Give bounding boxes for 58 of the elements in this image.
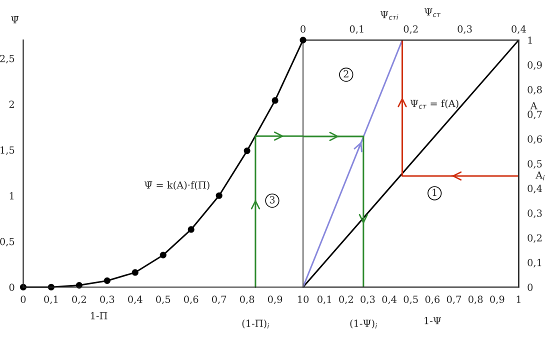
annotation: 3	[270, 196, 275, 204]
y-tick-label: 1	[528, 36, 532, 44]
x2-axis-title: Ψ$_{ст}$	[424, 8, 441, 18]
y-tick-label: 2	[9, 100, 14, 108]
x-axis-title: 1-Π	[90, 312, 108, 320]
y-axis-title: Ψ̄	[11, 16, 19, 24]
x2-tick-label: 0,2	[404, 25, 418, 34]
x-tick-label: 0,1	[44, 296, 58, 304]
x2-tick-label: 0,4	[512, 25, 526, 34]
y-tick-label: 0,4	[528, 184, 542, 194]
x-tick-label: 0	[20, 296, 26, 303]
y-tick-label: 0,5	[0, 238, 14, 246]
text: (1-Π)$_{i}$	[242, 319, 270, 328]
x-tick-label: 0,2	[72, 296, 86, 304]
text: A$_{i}$	[536, 172, 545, 180]
y-tick-label: 0,1	[528, 258, 542, 268]
annotation: Ψ$_{ст}$ = f(A)	[410, 100, 458, 109]
y-tick-label: 0	[528, 284, 533, 291]
y-tick-label: 1	[10, 192, 14, 200]
y-tick-label: 0,3	[528, 209, 542, 218]
y-tick-label: 0,2	[528, 234, 542, 243]
x-tick-label: 0,1	[318, 296, 331, 304]
x2-tick-label: 0,3	[458, 25, 472, 34]
annotation: 2	[344, 70, 348, 78]
y-tick-label: 0,6	[528, 135, 542, 144]
x-tick-label: 0,9	[490, 296, 504, 304]
x-tick-label: 1	[298, 296, 302, 303]
x-tick-label: 0,5	[404, 296, 418, 304]
y-tick-label: 2,5	[0, 54, 14, 64]
x-tick-label: 0,4	[382, 296, 397, 304]
x-tick-label: 0,8	[240, 296, 254, 304]
y-axis-title: A	[530, 102, 538, 110]
y-tick-label: 1,5	[0, 146, 14, 155]
x-tick-label: 0,5	[156, 296, 170, 304]
text: Ψ$_{стi}$	[380, 10, 398, 20]
x-tick-label: 0,7	[446, 296, 462, 304]
x-tick-label: 0,9	[268, 296, 282, 304]
x-axis-title: 1-Ψ	[424, 316, 442, 324]
y-tick-label: 0,5	[528, 160, 542, 169]
x-tick-label: 0,2	[339, 296, 353, 304]
x-tick-label: 0,7	[212, 296, 226, 304]
y-tick-label: 0,8	[528, 86, 542, 95]
x2-tick-label: 0,1	[350, 25, 364, 34]
x-tick-label: 1	[516, 296, 520, 303]
x-tick-label: 0,3	[360, 296, 375, 304]
x-tick-label: 0,6	[184, 296, 198, 304]
x2-tick-label: 0	[300, 25, 306, 33]
y-tick-label: 0,7	[528, 110, 542, 120]
x-tick-label: 0,6	[425, 296, 440, 304]
x-tick-label: 0	[304, 296, 309, 303]
y-tick-label: 0,9	[528, 61, 542, 70]
annotation: 1	[432, 188, 436, 196]
x-tick-label: 0,3	[100, 296, 114, 304]
x-tick-label: 0,8	[468, 296, 483, 304]
annotation: Ψ̄ = k(A)·f(Π)	[144, 181, 210, 190]
text: (1-Ψ)$_{i}$	[350, 319, 378, 328]
y-tick-label: 0	[9, 284, 14, 291]
x-tick-label: 0,4	[128, 296, 142, 304]
